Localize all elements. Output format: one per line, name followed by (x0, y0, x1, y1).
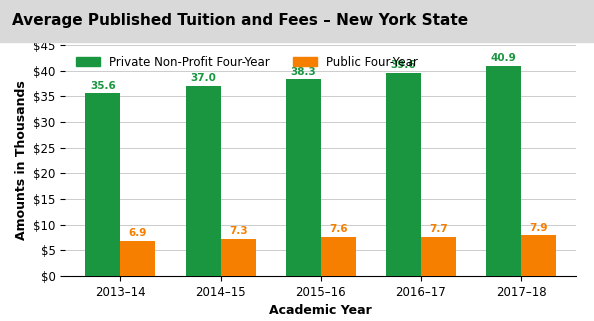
Text: 38.3: 38.3 (290, 67, 316, 77)
Text: 7.7: 7.7 (429, 224, 448, 234)
Bar (86, 93, 121, 276)
Bar (321, 237, 356, 276)
Text: 6.9: 6.9 (129, 228, 147, 238)
Text: 39.6: 39.6 (391, 60, 416, 70)
Text: 7.6: 7.6 (329, 224, 347, 234)
Legend: Private Non-Profit Four-Year, Public Four-Year: Private Non-Profit Four-Year, Public Fou… (71, 51, 423, 73)
Y-axis label: Amounts in Thousands: Amounts in Thousands (15, 81, 28, 240)
Text: 7.3: 7.3 (229, 226, 248, 236)
Bar (185, 86, 220, 276)
Text: Average Published Tuition and Fees – New York State: Average Published Tuition and Fees – New… (12, 13, 468, 28)
Bar (521, 236, 556, 276)
Bar (286, 79, 321, 276)
Bar (421, 237, 456, 276)
Text: 37.0: 37.0 (190, 74, 216, 83)
Bar (386, 73, 421, 276)
Text: 7.9: 7.9 (529, 223, 548, 233)
Bar (486, 66, 521, 276)
Bar (121, 241, 156, 276)
X-axis label: Academic Year: Academic Year (270, 304, 372, 317)
Text: 35.6: 35.6 (90, 81, 116, 91)
Bar (220, 239, 255, 276)
Text: 40.9: 40.9 (491, 53, 516, 64)
